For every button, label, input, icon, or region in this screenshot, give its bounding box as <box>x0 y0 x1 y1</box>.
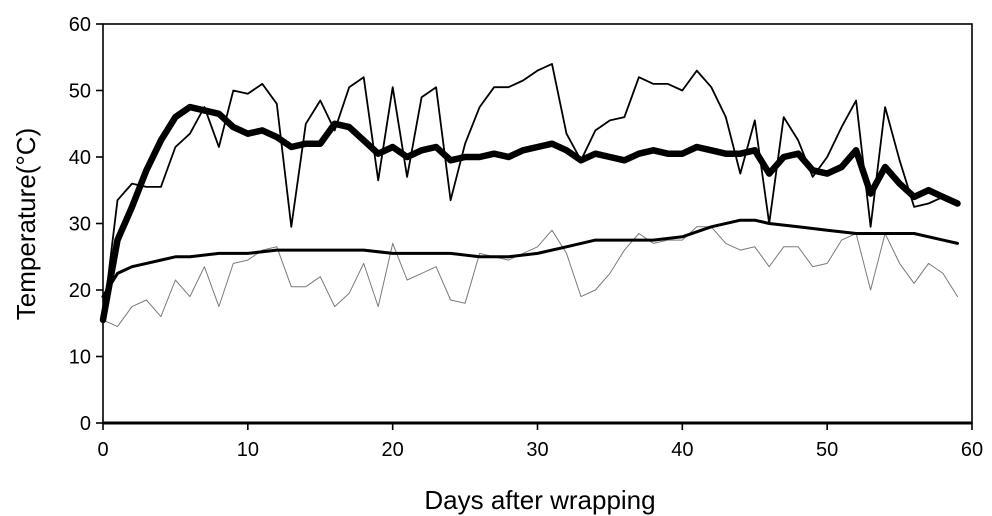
series-line-medium-black <box>101 218 959 299</box>
x-tick-label: 0 <box>97 439 108 461</box>
x-tick-label: 50 <box>816 439 838 461</box>
y-axis-ticks: 0 10 20 30 40 50 60 <box>69 14 103 435</box>
x-axis-title: Days after wrapping <box>424 485 655 515</box>
x-tick-label: 30 <box>526 439 548 461</box>
y-axis-title: Temperature(°C) <box>11 128 41 320</box>
y-tick-label: 60 <box>69 14 91 36</box>
series-layer <box>99 63 961 328</box>
x-axis-ticks: 0 10 20 30 40 50 60 <box>97 423 983 461</box>
y-tick-label: 40 <box>69 147 91 169</box>
y-tick-label: 10 <box>69 347 91 369</box>
x-tick-label: 20 <box>382 439 404 461</box>
series-line-thin-grey <box>102 226 958 328</box>
series-line-thin-black <box>102 63 959 321</box>
y-tick-label: 20 <box>69 280 91 302</box>
x-tick-label: 60 <box>961 439 983 461</box>
series-line-thick-black <box>99 103 961 324</box>
x-tick-label: 10 <box>237 439 259 461</box>
y-tick-label: 50 <box>69 81 91 103</box>
y-tick-label: 0 <box>80 413 91 435</box>
plot-frame <box>102 23 973 424</box>
y-tick-label: 30 <box>69 214 91 236</box>
x-tick-label: 40 <box>671 439 693 461</box>
